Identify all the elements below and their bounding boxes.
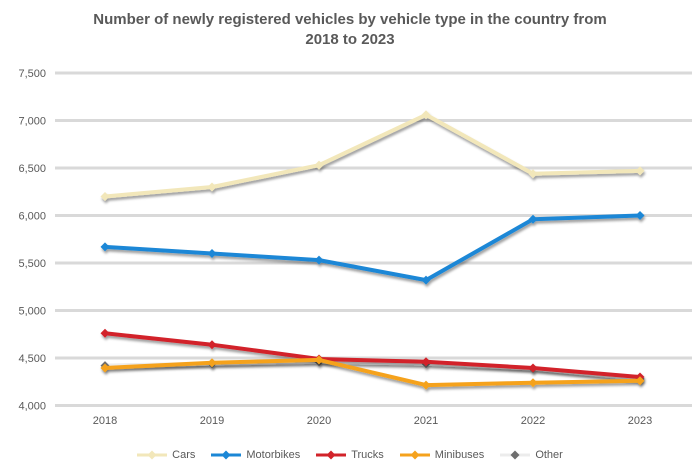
- data-point: [421, 275, 431, 285]
- legend-diamond: [510, 450, 520, 460]
- legend-label: Other: [535, 449, 563, 461]
- y-tick-label: 7,000: [18, 116, 46, 128]
- data-point: [207, 249, 217, 258]
- legend-item-cars[interactable]: Cars: [137, 449, 195, 461]
- y-tick-label: 4,000: [18, 401, 46, 413]
- series-minibuses: [100, 355, 645, 390]
- series-line: [103, 331, 642, 379]
- legend-diamond: [410, 450, 420, 460]
- legend-marker-icon: [399, 450, 430, 460]
- x-tick-label: 2019: [200, 415, 224, 427]
- data-point: [528, 363, 538, 373]
- chart-legend: Cars Motorbikes Trucks Minibuses Other: [0, 449, 700, 461]
- legend-marker-icon: [316, 450, 347, 460]
- y-tick-label: 7,500: [18, 68, 46, 80]
- y-tick-label: 6,000: [18, 211, 46, 223]
- legend-diamond: [147, 450, 157, 460]
- data-point: [100, 363, 110, 373]
- data-point: [207, 182, 217, 192]
- legend-item-other[interactable]: Other: [500, 449, 563, 461]
- legend-marker-icon: [211, 450, 242, 460]
- y-tick-label: 4,500: [18, 353, 46, 365]
- y-tick-label: 6,500: [18, 163, 46, 175]
- data-point: [207, 340, 217, 350]
- data-point: [421, 357, 431, 367]
- data-point: [635, 211, 645, 220]
- data-point: [635, 376, 645, 386]
- legend-item-motorbikes[interactable]: Motorbikes: [211, 449, 300, 461]
- chart-title-line1: Number of newly registered vehicles by v…: [93, 11, 607, 28]
- data-point: [207, 358, 217, 368]
- legend-diamond: [221, 450, 231, 460]
- data-point: [314, 255, 324, 265]
- gridlines: [55, 71, 692, 407]
- legend-item-minibuses[interactable]: Minibuses: [399, 449, 485, 461]
- data-point: [421, 110, 431, 120]
- series-layer: [100, 110, 645, 390]
- data-point: [421, 380, 431, 390]
- data-point: [100, 192, 110, 201]
- legend-label: Trucks: [351, 449, 384, 461]
- x-axis-tick-labels: 2018 2019 2020 2021 2022 2023: [93, 415, 652, 427]
- legend-label: Minibuses: [434, 449, 485, 461]
- legend-diamond: [326, 450, 336, 460]
- chart-title: Number of newly registered vehicles by v…: [0, 10, 700, 50]
- data-point: [528, 169, 538, 179]
- data-point: [528, 378, 538, 388]
- series-motorbikes: [100, 211, 645, 285]
- series-line: [103, 213, 642, 283]
- chart-title-line2: 2018 to 2023: [305, 31, 395, 48]
- legend-item-trucks[interactable]: Trucks: [316, 449, 384, 461]
- legend-label: Cars: [172, 449, 196, 461]
- legend-marker-icon: [137, 450, 168, 460]
- x-tick-label: 2020: [307, 415, 331, 427]
- data-point: [528, 214, 538, 224]
- x-tick-label: 2022: [521, 415, 545, 427]
- x-tick-label: 2021: [414, 415, 438, 427]
- y-tick-label: 5,500: [18, 258, 46, 270]
- y-tick-label: 5,000: [18, 306, 46, 318]
- data-point: [314, 355, 324, 365]
- x-tick-label: 2023: [628, 415, 652, 427]
- data-point: [314, 160, 324, 170]
- legend-marker-icon: [500, 450, 531, 460]
- data-point: [635, 166, 645, 176]
- series-line: [103, 112, 642, 199]
- legend-label: Motorbikes: [246, 449, 301, 461]
- data-point: [100, 242, 110, 252]
- y-axis-tick-labels: 4,000 4,500 5,000 5,500 6,000 6,500 7,000 7,500: [18, 68, 46, 413]
- series-line: [103, 357, 642, 388]
- data-point: [100, 328, 110, 338]
- x-tick-label: 2018: [93, 415, 117, 427]
- series-cars: [100, 110, 645, 201]
